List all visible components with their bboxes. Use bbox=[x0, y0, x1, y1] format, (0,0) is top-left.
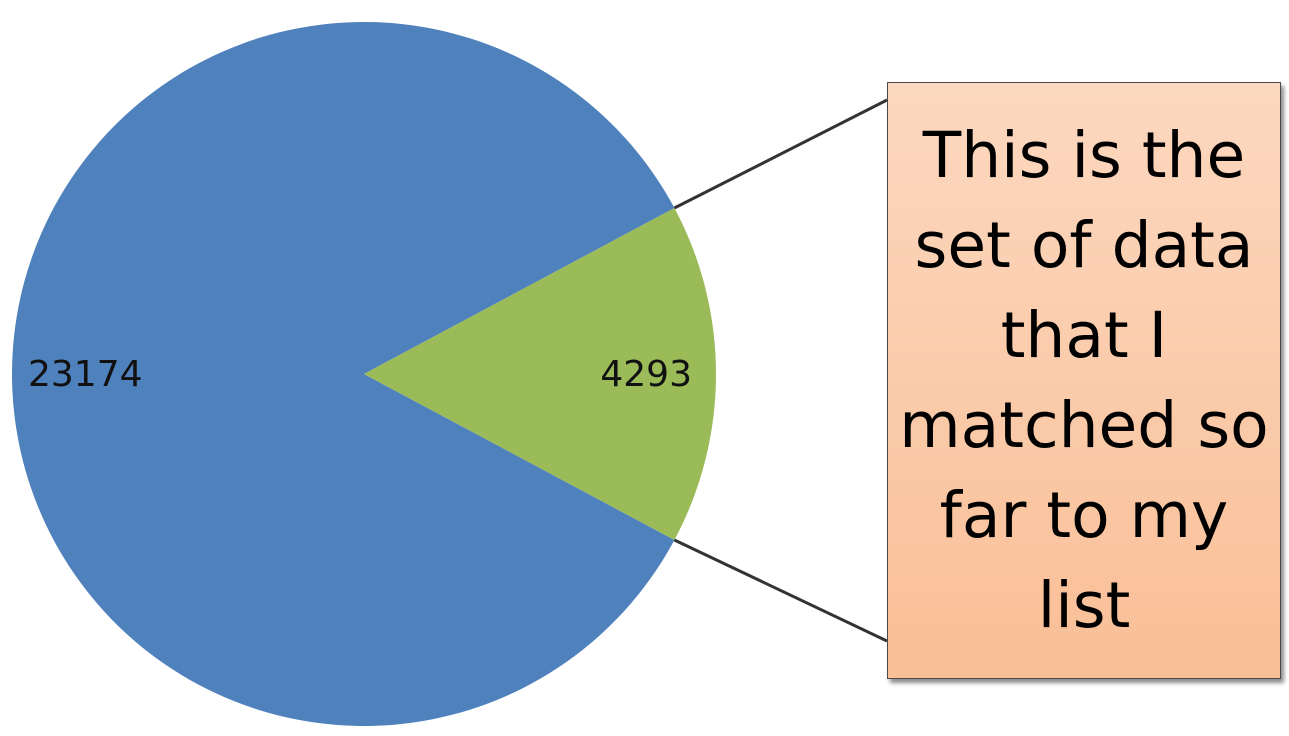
callout-leader-line-top bbox=[673, 98, 888, 210]
callout-text: This is the set of data that I matched s… bbox=[899, 118, 1269, 642]
pie-slice-4293 bbox=[364, 208, 717, 540]
callout-leader-line-bottom bbox=[673, 538, 888, 643]
data-label-23174: 23174 bbox=[28, 354, 143, 395]
callout-box: This is the set of data that I matched s… bbox=[887, 82, 1281, 679]
data-label-4293: 4293 bbox=[600, 354, 692, 395]
pie-slice-23174 bbox=[12, 22, 675, 727]
